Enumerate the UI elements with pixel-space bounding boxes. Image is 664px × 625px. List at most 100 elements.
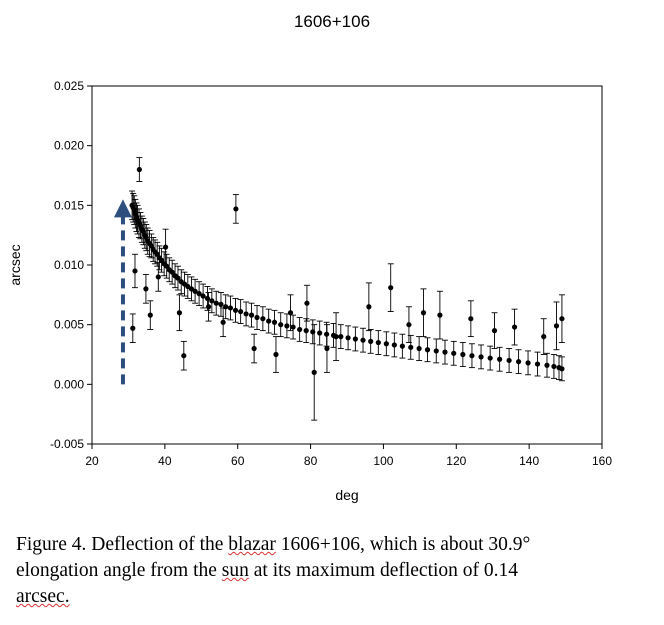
y-tick-label: -0.005 (50, 437, 84, 451)
y-tick-label: 0.005 (54, 318, 84, 332)
figure-caption: Figure 4. Deflection of the blazar 1606+… (16, 532, 656, 610)
chart: 1606+106 20 40 60 80 100 120 140 160 -0.005 0.00… (7, 12, 613, 503)
data-point (248, 312, 255, 318)
arrow-head (113, 199, 132, 218)
data-point (220, 319, 226, 325)
data-point (408, 344, 414, 350)
data-point (451, 350, 457, 356)
y-axis: -0.005 0.000 0.005 0.010 0.015 0.020 0.025 (50, 79, 92, 451)
data-point (213, 300, 219, 306)
data-point (227, 305, 234, 311)
data-point (338, 334, 344, 340)
y-tick-label: 0.025 (54, 79, 84, 93)
data-point (333, 334, 339, 340)
data-point (218, 301, 224, 307)
data-point (433, 348, 439, 354)
data-point (176, 310, 183, 316)
data-point (388, 285, 394, 291)
caption-word-sun: sun (221, 560, 249, 581)
data-point (175, 275, 181, 281)
data-point (205, 304, 212, 310)
data-point (399, 343, 405, 349)
data-point (254, 314, 260, 321)
caption-text: Figure 4. Deflection of the (16, 534, 229, 555)
caption-text: elongation angle from the (16, 560, 222, 581)
data-point (317, 330, 323, 336)
data-point (260, 316, 266, 322)
data-point (297, 326, 303, 333)
y-tick-label: 0.010 (54, 258, 84, 272)
data-point (271, 319, 278, 325)
data-point (375, 339, 381, 346)
data-point (366, 304, 372, 310)
data-point (284, 323, 290, 329)
caption-text: arcsec. (16, 586, 70, 607)
data-point (290, 324, 296, 330)
data-point (147, 312, 153, 318)
data-point (416, 345, 422, 352)
data-point (487, 355, 493, 361)
data-point (192, 288, 198, 294)
x-tick-label: 140 (519, 454, 539, 468)
data-point (437, 312, 443, 318)
data-point (551, 363, 557, 370)
caption-text: 1606+106, which is about 30.9° (275, 534, 531, 555)
data-point (324, 331, 330, 337)
y-tick-label: 0.000 (54, 377, 84, 391)
data-point (209, 298, 215, 304)
data-point (345, 335, 351, 341)
data-point (310, 329, 316, 335)
x-tick-label: 160 (592, 454, 612, 468)
data-point (553, 323, 560, 329)
data-point (420, 310, 427, 316)
x-axis: 20 40 60 80 100 120 140 160 (85, 444, 612, 468)
x-tick-label: 120 (446, 454, 466, 468)
data-point (303, 328, 309, 334)
data-point (559, 366, 565, 372)
x-tick-label: 60 (231, 454, 245, 468)
chart-title: 1606+106 (294, 12, 370, 31)
data-point (304, 300, 310, 306)
x-tick-label: 40 (158, 454, 172, 468)
data-point (266, 318, 272, 324)
data-point (243, 311, 249, 317)
data-point (525, 360, 531, 366)
data-point (534, 361, 541, 367)
data-point (164, 263, 170, 269)
data-point (383, 341, 389, 347)
data-point (506, 357, 512, 364)
data-point (460, 351, 466, 358)
data-point (544, 362, 550, 368)
data-point (511, 324, 518, 330)
data-point (136, 166, 142, 173)
data-point (478, 354, 484, 360)
caption-word-blazar: blazar (228, 534, 276, 555)
data-point (251, 345, 257, 352)
data-point (162, 244, 169, 250)
x-axis-label: deg (335, 487, 358, 503)
dashed-arrow (113, 199, 132, 385)
data-point (233, 206, 239, 212)
data-point (287, 310, 294, 316)
data-point (132, 268, 138, 274)
x-tick-label: 20 (85, 454, 99, 468)
data-point (491, 328, 498, 334)
data-point (541, 334, 547, 340)
data-point (273, 351, 279, 358)
data-point (158, 257, 165, 263)
data-point (311, 369, 317, 375)
data-point (232, 307, 239, 313)
data-point (352, 336, 358, 342)
data-point (442, 349, 448, 355)
data-point (391, 342, 397, 348)
data-point (278, 322, 284, 328)
data-point (143, 286, 149, 292)
data-point (406, 322, 412, 328)
data-point (360, 337, 366, 343)
data-point (515, 359, 522, 365)
data-point (468, 316, 474, 322)
data-point (155, 274, 161, 280)
x-tick-label: 80 (304, 454, 318, 468)
data-point (204, 295, 211, 302)
